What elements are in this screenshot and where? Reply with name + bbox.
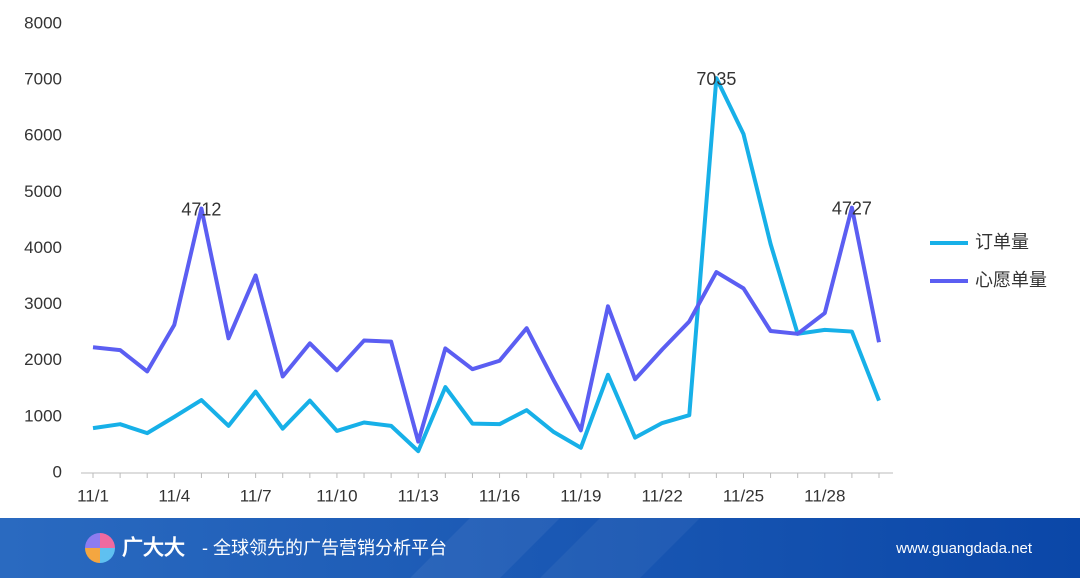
footer-tagline: - 全球领先的广告营销分析平台 — [202, 538, 447, 558]
x-tick-label: 11/7 — [240, 486, 272, 505]
logo — [85, 533, 115, 563]
x-tick-label: 11/22 — [642, 486, 683, 505]
data-label: 4727 — [832, 198, 872, 218]
footer: 广大大 - 全球领先的广告营销分析平台 www.guangdada.net — [0, 518, 1080, 578]
x-tick-label: 11/10 — [316, 486, 357, 505]
data-label: 7035 — [696, 69, 736, 89]
y-tick-label: 8000 — [24, 13, 62, 32]
y-tick-label: 2000 — [24, 350, 62, 369]
plot-area: 0 1000 2000 3000 4000 5000 6000 7000 8000 11/1 11/… — [24, 13, 1047, 505]
x-tick-label: 11/1 — [77, 486, 109, 505]
x-tick-label: 11/4 — [158, 486, 190, 505]
series-line — [92, 205, 881, 444]
x-tick-label: 11/16 — [479, 486, 520, 505]
legend-label: 心愿单量 — [975, 270, 1047, 290]
y-tick-label: 5000 — [24, 182, 62, 201]
legend-label: 订单量 — [975, 232, 1029, 252]
footer-stripe — [540, 518, 700, 578]
x-tick-label: 11/19 — [560, 486, 601, 505]
y-tick-label: 4000 — [24, 238, 62, 257]
x-tick-label: 11/25 — [723, 486, 764, 505]
y-tick-label: 0 — [53, 462, 62, 481]
footer-bg — [0, 518, 1080, 578]
footer-brand: 广大大 — [122, 536, 185, 560]
y-tick-label: 7000 — [24, 70, 62, 89]
series-line — [92, 76, 881, 454]
y-tick-label: 3000 — [24, 294, 62, 313]
y-tick-label: 1000 — [24, 406, 62, 425]
x-tick-label: 11/13 — [398, 486, 439, 505]
footer-stripe — [410, 518, 560, 578]
y-tick-label: 6000 — [24, 126, 62, 145]
data-label: 4712 — [181, 199, 221, 219]
x-tick-label: 11/28 — [804, 486, 845, 505]
footer-url: www.guangdada.net — [895, 540, 1033, 557]
